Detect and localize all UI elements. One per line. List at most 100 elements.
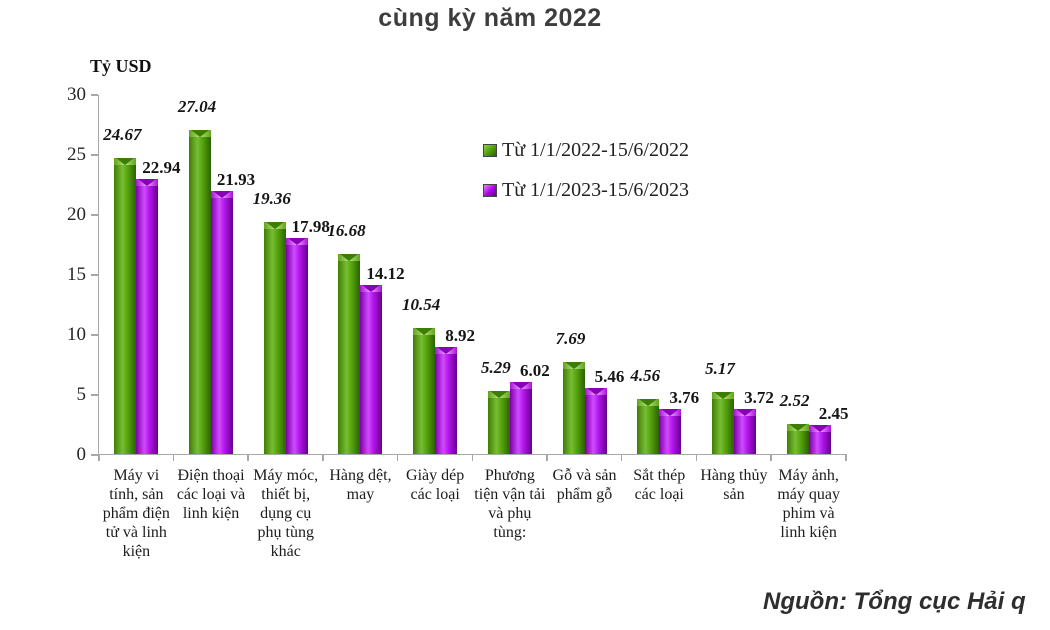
value-label-2023: 22.94: [142, 157, 181, 177]
category-label: Giày dép các loại: [406, 467, 465, 503]
y-tick-label: 30: [67, 84, 86, 105]
bar-2022: [338, 253, 361, 454]
bar-2022: [413, 327, 436, 454]
y-tick-label: 15: [67, 264, 86, 285]
bar-pair: [487, 381, 532, 454]
x-tick-mark: [845, 454, 847, 461]
value-label-2022: 19.36: [252, 188, 291, 208]
x-tick-mark: [620, 454, 623, 461]
value-label-2023: 8.92: [445, 325, 476, 345]
legend-item-2023: Từ 1/1/2023-15/6/2023: [483, 179, 689, 202]
bar-2023: [211, 190, 234, 454]
value-label-2022: 24.67: [103, 124, 142, 144]
category-group: 2.52 2.45 Máy ảnh, máy quay phim và linh k…: [771, 95, 849, 541]
value-label-2023: 17.98: [291, 217, 330, 237]
category-group: 10.54 8.92 Giày dép các loại: [398, 95, 476, 503]
x-tick-mark: [396, 454, 399, 461]
bar-pair: [189, 129, 234, 454]
bar-2022: [562, 361, 585, 454]
y-tick-mark: [91, 394, 98, 396]
bar-pair: [786, 423, 831, 454]
y-tick-mark: [91, 214, 98, 216]
y-tick-mark: [91, 334, 98, 336]
bar-2023: [659, 408, 682, 454]
category-group: 24.67 22.94 Máy vi tính, sản phẩm điện tử …: [99, 95, 181, 560]
bar-2022: [114, 157, 137, 454]
y-tick-label: 5: [76, 384, 87, 405]
bar-pair: [263, 221, 308, 454]
legend: Từ 1/1/2022-15/6/2022 Từ 1/1/2023-15/6/2…: [483, 139, 689, 219]
value-label-2023: 3.76: [669, 387, 700, 407]
bar-2023: [285, 238, 308, 454]
plot-area: 24.67 22.94 Máy vi tính, sản phẩm điện tử …: [98, 95, 849, 560]
bar-2022: [786, 423, 809, 454]
y-tick-mark: [91, 454, 98, 456]
x-tick-mark: [471, 454, 473, 461]
bar-pair: [413, 327, 458, 454]
x-tick-mark: [770, 454, 772, 461]
category-label: Máy ảnh, máy quay phim và linh kiện: [777, 467, 840, 541]
bar-2023: [360, 284, 383, 454]
value-label-2022: 4.56: [630, 366, 661, 386]
y-axis-unit-label: Tỷ USD: [90, 56, 152, 76]
x-tick-mark: [172, 454, 175, 461]
value-label-2022: 5.29: [480, 357, 511, 377]
x-tick-mark: [98, 454, 100, 461]
category-label: Máy móc, thiết bị, dụng cụ phụ tùng khác: [253, 467, 319, 560]
y-tick-label: 0: [76, 444, 87, 465]
bar-pair: [562, 361, 607, 454]
y-tick-mark: [91, 154, 98, 156]
source-note: Nguồn: Tổng cục Hải q: [763, 588, 1026, 615]
bar-2022: [189, 129, 212, 454]
category-group: 5.29 6.02 Phương tiện vận tải và phụ tùng:: [473, 95, 550, 541]
category-group: 27.04 21.93 Điện thoại các loại và linh ki…: [174, 95, 255, 522]
bar-pair: [711, 391, 756, 454]
bar-2022: [637, 399, 660, 454]
bar-2023: [509, 381, 532, 454]
y-tick-mark: [91, 94, 98, 96]
y-tick-label: 20: [67, 204, 86, 225]
value-label-2022: 2.52: [779, 390, 810, 410]
category-group: 19.36 17.98 Máy móc, thiết bị, dụng cụ phụ…: [248, 95, 330, 560]
bar-2023: [584, 388, 607, 454]
category-group: 4.56 3.76 Sắt thép các loại: [622, 95, 700, 503]
legend-label-2022: Từ 1/1/2022-15/6/2022: [502, 139, 689, 161]
bar-2023: [733, 409, 756, 454]
bar-pair: [114, 157, 159, 454]
bar-2023: [808, 424, 831, 454]
x-tick-mark: [322, 454, 324, 461]
value-label-2022: 5.17: [705, 358, 735, 378]
category-label: Sắt thép các loại: [633, 467, 686, 503]
bar-2022: [487, 390, 510, 454]
legend-item-2022: Từ 1/1/2022-15/6/2022: [483, 139, 689, 162]
legend-swatch-green-icon: [483, 144, 497, 157]
value-label-2022: 7.69: [555, 328, 586, 348]
category-label: Điện thoại các loại và linh kiện: [176, 467, 246, 522]
bar-2022: [711, 391, 734, 454]
y-tick-mark: [91, 274, 98, 276]
category-label: Hàng dệt, may: [329, 467, 392, 503]
category-group: 7.69 5.46 Gỗ và sản phẩm gỗ: [547, 95, 625, 503]
value-label-2023: 2.45: [818, 403, 849, 423]
value-label-2023: 3.72: [744, 388, 774, 408]
bar-2023: [435, 346, 458, 454]
y-tick-label: 10: [67, 324, 86, 345]
chart-title: cùng kỳ năm 2022: [378, 4, 602, 32]
y-tick-label: 25: [67, 144, 86, 165]
value-label-2022: 10.54: [402, 294, 441, 314]
category-group: 5.17 3.72 Hàng thủy sản: [697, 95, 774, 503]
category-label: Phương tiện vận tải và phụ tùng:: [474, 467, 546, 541]
category-group: 16.68 14.12 Hàng dệt, may: [323, 95, 404, 503]
value-label-2023: 6.02: [519, 360, 550, 380]
value-label-2023: 21.93: [216, 169, 256, 189]
bar-pair: [338, 253, 383, 454]
value-label-2022: 16.68: [327, 220, 366, 240]
legend-label-2023: Từ 1/1/2023-15/6/2023: [502, 179, 689, 201]
category-label: Hàng thủy sản: [700, 467, 768, 503]
x-tick-mark: [247, 454, 249, 461]
bar-pair: [637, 399, 682, 454]
x-tick-mark: [695, 454, 698, 461]
value-label-2023: 14.12: [366, 263, 405, 283]
legend-swatch-purple-icon: [483, 184, 497, 197]
